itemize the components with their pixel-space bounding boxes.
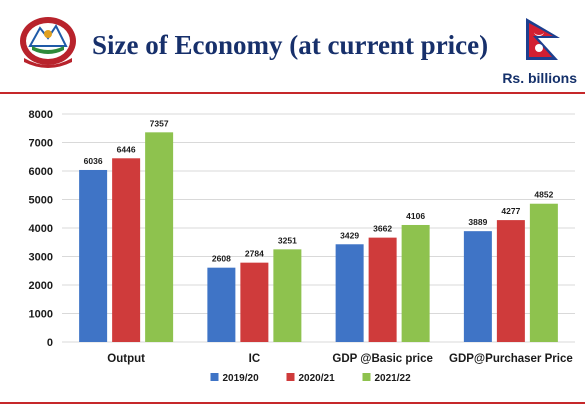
data-label: 4277 bbox=[501, 206, 520, 216]
y-tick-label: 1000 bbox=[29, 309, 53, 321]
y-tick-label: 5000 bbox=[29, 195, 53, 207]
page-title: Size of Economy (at current price) bbox=[92, 30, 489, 60]
data-label: 7357 bbox=[150, 118, 169, 128]
x-tick-label: IC bbox=[249, 353, 261, 365]
bar bbox=[335, 244, 364, 342]
bar bbox=[273, 249, 302, 342]
legend-swatch bbox=[286, 373, 295, 381]
bar bbox=[145, 132, 174, 342]
unit-label: Rs. billions bbox=[502, 70, 577, 86]
data-label: 3429 bbox=[340, 230, 359, 240]
bar bbox=[368, 237, 397, 342]
bar bbox=[529, 203, 558, 342]
data-label: 2784 bbox=[245, 249, 264, 259]
legend-entry: 2021/22 bbox=[375, 373, 412, 384]
bar-chart: 0 1000 2000 3000 4000 5000 6000 7000 8000 6036 644… bbox=[29, 109, 575, 384]
data-label: 3662 bbox=[373, 224, 392, 234]
y-tick-label: 6000 bbox=[29, 166, 53, 178]
data-label: 4852 bbox=[534, 190, 553, 200]
data-label: 3251 bbox=[278, 235, 297, 245]
bar bbox=[240, 262, 269, 342]
nepal-flag-icon bbox=[526, 18, 560, 60]
bar bbox=[401, 224, 430, 342]
bar bbox=[112, 158, 141, 342]
y-tick-label: 2000 bbox=[29, 280, 53, 292]
legend-swatch bbox=[210, 373, 219, 381]
slide-header: Size of Economy (at current price) Rs. b… bbox=[0, 0, 585, 96]
y-tick-label: 3000 bbox=[29, 252, 53, 264]
x-tick-label: GDP @Basic price bbox=[332, 353, 433, 365]
bar bbox=[79, 169, 108, 342]
y-tick-label: 8000 bbox=[29, 109, 53, 121]
bar bbox=[207, 267, 236, 342]
bar bbox=[463, 231, 492, 342]
top-divider bbox=[0, 92, 585, 94]
data-label: 6036 bbox=[84, 156, 103, 166]
bottom-divider bbox=[0, 402, 585, 404]
x-tick-label: Output bbox=[107, 353, 145, 365]
y-tick-label: 0 bbox=[47, 337, 53, 349]
bar bbox=[496, 220, 525, 342]
y-tick-label: 4000 bbox=[29, 223, 53, 235]
legend-swatch bbox=[362, 373, 371, 381]
data-label: 2608 bbox=[212, 254, 231, 264]
y-tick-label: 7000 bbox=[29, 138, 53, 150]
data-label: 6446 bbox=[117, 144, 136, 154]
legend-entry: 2020/21 bbox=[299, 373, 336, 384]
x-tick-label: GDP@Purchaser Price bbox=[449, 353, 573, 365]
data-label: 3889 bbox=[468, 217, 487, 227]
legend-entry: 2019/20 bbox=[223, 373, 260, 384]
data-label: 4106 bbox=[406, 211, 425, 221]
nepal-emblem-icon bbox=[20, 17, 76, 68]
